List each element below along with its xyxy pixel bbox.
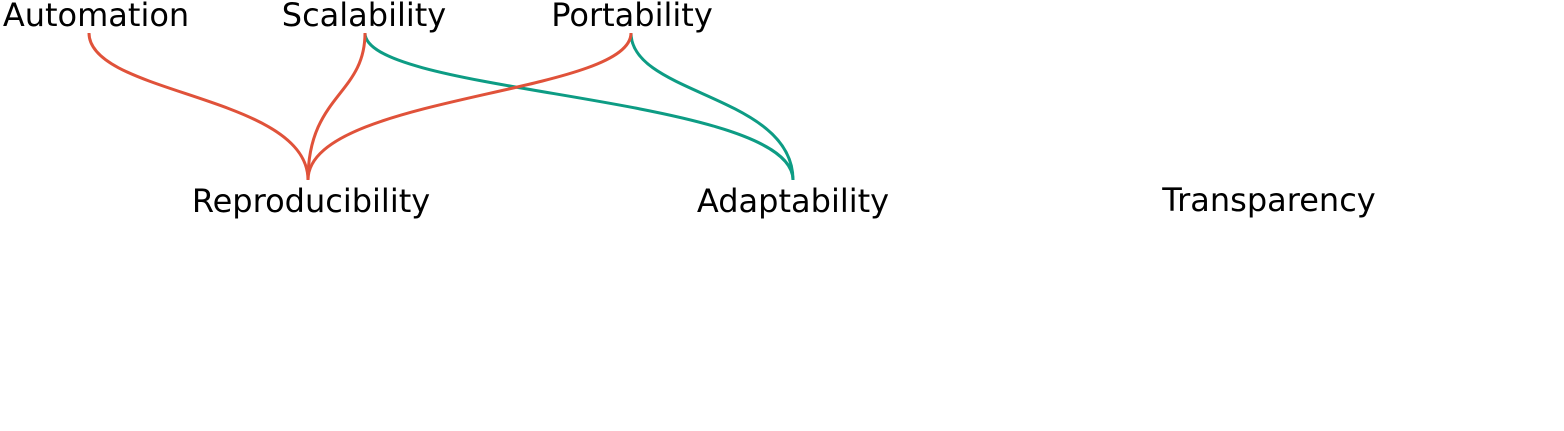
node-scalability: Scalability — [282, 0, 446, 34]
edge-scalability-reproducibility — [306, 32, 367, 181]
node-reproducibility: Reproducibility — [192, 182, 430, 220]
node-automation: Automation — [3, 0, 189, 34]
edge-scalability-adaptability — [363, 32, 795, 181]
edge-portability-adaptability — [629, 32, 795, 181]
edge-automation-reproducibility — [87, 32, 310, 181]
node-adaptability: Adaptability — [697, 182, 889, 220]
edge-portability-reproducibility — [306, 32, 633, 181]
node-portability: Portability — [551, 0, 713, 34]
node-transparency: Transparency — [1161, 181, 1375, 219]
